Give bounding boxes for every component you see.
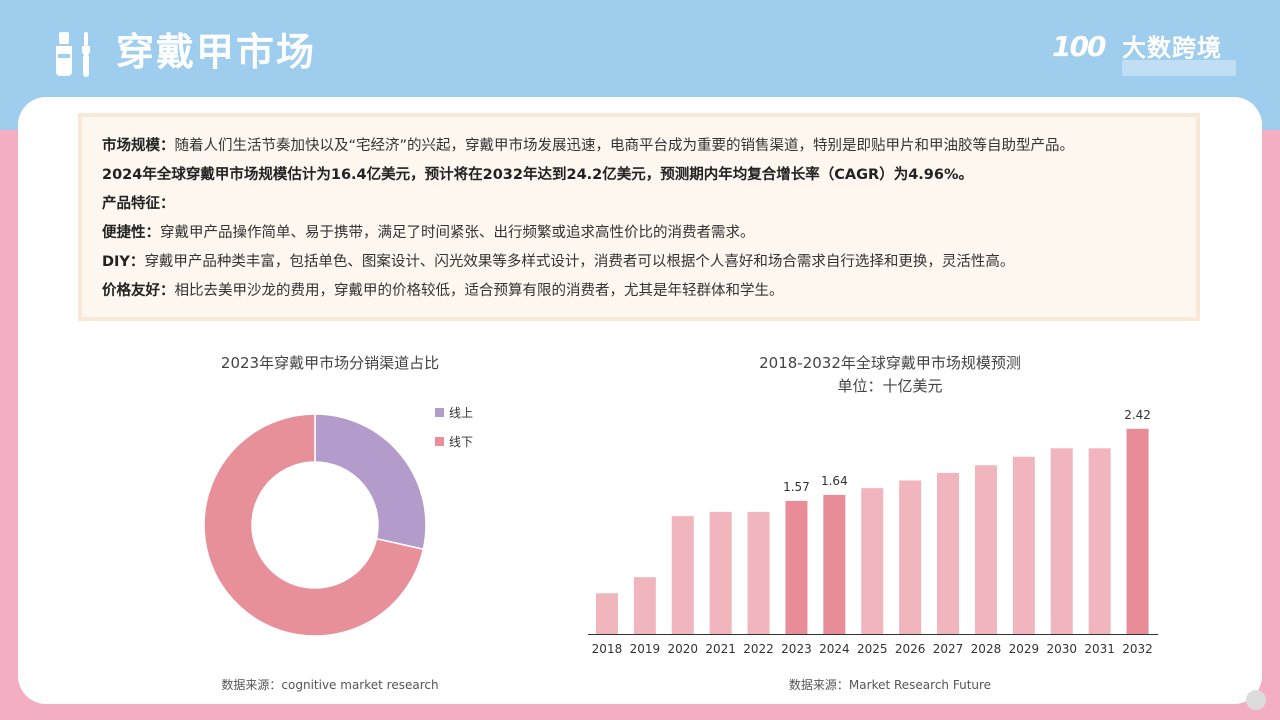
x-tick-label: 2018 [592,642,623,656]
bar-2025 [861,488,884,634]
bar-2021 [709,511,732,634]
bar-2027 [937,472,960,634]
data-label: 2.42 [1124,408,1151,422]
donut-chart [203,413,427,637]
summary-line-price: 价格友好：相比去美甲沙龙的费用，穿戴甲的价格较低，适合预算有限的消费者，尤其是年… [102,279,784,300]
summary-label: 价格友好： [102,283,175,299]
donut-slice-0 [314,413,427,551]
nail-polish-icon [56,32,90,77]
x-tick-label: 2025 [857,642,888,656]
data-label: 1.57 [783,480,810,494]
x-tick-label: 2027 [933,642,964,656]
bar-chart-source: 数据来源：Market Research Future [788,678,992,692]
bar-2028 [974,465,997,634]
bar-2023 [785,500,808,634]
legend-swatch [435,408,444,417]
x-tick-label: 2020 [667,642,698,656]
summary-label: 市场规模： [102,138,175,154]
bar-2030 [1050,448,1073,634]
summary-line-forecast: 2024年全球穿戴甲市场规模估计为16.4亿美元，预计将在2032年达到24.2… [102,163,973,184]
summary-text: 穿戴甲产品种类丰富，包括单色、图案设计、闪光效果等多样式设计，消费者可以根据个人… [144,254,1015,270]
summary-label: 便捷性： [102,225,160,241]
bar-2022 [747,511,770,634]
x-tick-label: 2032 [1122,642,1153,656]
brand-underline [1122,60,1236,76]
bar-2026 [899,480,922,634]
summary-label: DIY： [102,254,145,270]
summary-label: 2024年全球穿戴甲市场规模估计为16.4亿美元，预计将在2032年达到24.2… [102,167,973,183]
bar-2032 [1126,428,1149,634]
summary-line-market-size: 市场规模：随着人们生活节奏加快以及“宅经济”的兴起，穿戴甲市场发展迅速，电商平台… [102,134,1074,155]
summary-text: 相比去美甲沙龙的费用，穿戴甲的价格较低，适合预算有限的消费者，尤其是年轻群体和学… [174,283,784,299]
summary-box: 市场规模：随着人们生活节奏加快以及“宅经济”的兴起，穿戴甲市场发展迅速，电商平台… [78,113,1200,321]
page-title: 穿戴甲市场 [116,30,317,74]
legend-swatch [435,437,444,446]
x-tick-label: 2030 [1046,642,1077,656]
bar-chart-title: 2018-2032年全球穿戴甲市场规模预测 [759,354,1021,372]
data-label: 1.64 [821,474,848,488]
summary-text: 随着人们生活节奏加快以及“宅经济”的兴起，穿戴甲市场发展迅速，电商平台成为重要的… [174,138,1075,154]
bar-chart-subtitle: 单位：十亿美元 [837,377,943,395]
donut-chart-source: 数据来源：cognitive market research [221,678,439,692]
x-tick-label: 2028 [971,642,1002,656]
legend-label: 线下 [449,435,474,449]
brand-number: 100 [1052,30,1106,63]
summary-line-diy: DIY：穿戴甲产品种类丰富，包括单色、图案设计、闪光效果等多样式设计，消费者可以… [102,250,1014,271]
brand-logo: 100 大数跨境 [1052,26,1242,78]
bar-chart: 2018 2019 2020 2021 2022 2023 1.57 2024 1.64 2025… [588,408,1158,656]
donut-slice-1 [203,413,425,637]
x-tick-label: 2031 [1084,642,1115,656]
legend-item-1: 线下 [435,433,473,450]
x-tick-label: 2024 [819,642,850,656]
bar-2029 [1012,456,1035,634]
summary-label: 产品特征： [102,196,175,212]
x-tick-label: 2022 [743,642,774,656]
x-tick-label: 2019 [630,642,661,656]
x-tick-label: 2021 [705,642,736,656]
bar-2020 [671,516,694,634]
header: 穿戴甲市场 100 大数跨境 [0,0,1280,100]
bar-2018 [595,593,618,634]
summary-text: 穿戴甲产品操作简单、易于携带，满足了时间紧张、出行频繁或追求高性价比的消费者需求… [160,225,755,241]
brand-name: 大数跨境 [1122,34,1222,62]
bar-2019 [633,577,656,634]
donut-chart-title: 2023年穿戴甲市场分销渠道占比 [220,354,440,372]
legend-label: 线上 [449,406,474,420]
legend-item-0: 线上 [435,404,473,421]
x-tick-label: 2026 [895,642,926,656]
bar-2024 [823,494,846,634]
x-tick-label: 2023 [781,642,812,656]
corner-decoration [1246,690,1266,710]
bar-2031 [1088,448,1111,634]
summary-line-features: 产品特征： [102,192,175,213]
summary-line-convenience: 便捷性：穿戴甲产品操作简单、易于携带，满足了时间紧张、出行频繁或追求高性价比的消… [102,221,755,242]
x-tick-label: 2029 [1009,642,1040,656]
